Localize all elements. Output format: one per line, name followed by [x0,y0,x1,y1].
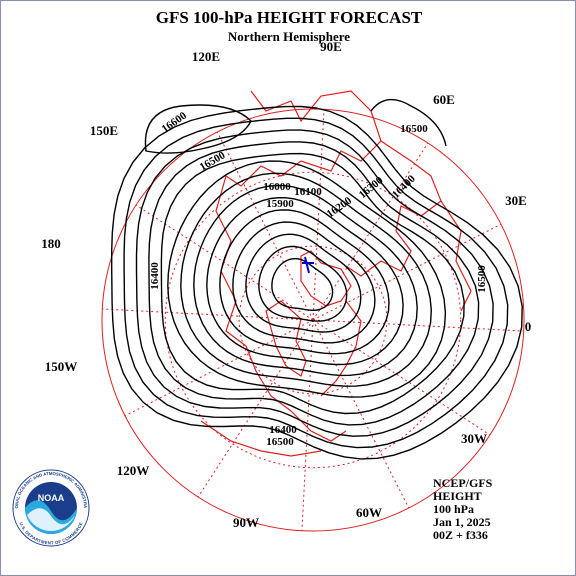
contour [160,152,465,415]
contour-label: 15900 [266,198,294,210]
contour [135,129,494,437]
contour [232,221,376,344]
contour-16500-east [370,98,447,147]
subtitle: Northern Hemisphere [228,29,350,44]
lon-label: 0 [525,319,532,334]
logo-name: NOAA [38,493,65,503]
contour [206,196,404,366]
info-line: Jan 1, 2025 [433,515,491,529]
contour-label: 16400 [269,424,297,436]
meridian [102,308,314,321]
info-line: HEIGHT [433,489,482,503]
title: GFS 100-hPa HEIGHT FORECAST [156,8,423,27]
lon-label: 150E [90,123,118,138]
height-contours [111,105,523,460]
meridian [312,109,325,321]
logo-gull [27,508,75,532]
contour-label: 16500 [476,265,488,293]
contour [245,233,362,333]
contour [193,184,418,377]
lon-label: 90W [233,515,259,530]
contour-label: 16000 [263,181,291,193]
meridian [301,319,314,531]
contour-label: 16600 [160,109,190,135]
lon-label: 150W [45,359,78,374]
contour [123,117,509,449]
contour-label: 16400 [149,262,161,290]
lon-label: 90E [320,39,342,54]
meridian [216,131,314,321]
info-line: 100 hPa [433,502,474,516]
meridian [312,319,410,509]
lon-label: 180 [41,236,61,251]
contour [180,172,433,387]
noaa-logo: NOAA NATIONAL OCEANIC AND ATMOSPHERIC AD… [1,1,90,547]
logo-ring-top: NATIONAL OCEANIC AND ATMOSPHERIC ADMINIS… [1,1,88,509]
contour [219,209,390,355]
lon-label: 60W [356,505,382,520]
contour [258,245,348,322]
logo-ring-text: NATIONAL OCEANIC AND ATMOSPHERIC ADMINIS… [1,1,88,509]
meridian [312,319,491,436]
contour [271,258,334,311]
contour-label: 16100 [294,186,322,198]
map-boundary [101,108,525,532]
lon-label: 30E [505,193,527,208]
info-line: 00Z + f336 [433,528,488,542]
contour [111,105,523,460]
pole-marker [302,256,314,274]
contour-label: 16500 [400,123,428,135]
contour [167,160,447,398]
meridian [197,319,314,498]
meridian [124,319,314,417]
lon-label: 60E [433,92,455,107]
contour [148,141,480,426]
meridians [102,109,524,531]
lon-label: 120W [117,463,150,478]
parallel [164,171,462,469]
contour-16600 [144,104,252,154]
contour-label: 16400 [390,173,418,201]
lon-label: 120E [192,49,220,64]
meridian [312,319,524,332]
lon-label: 30W [461,431,487,446]
contour-label: 16500 [266,436,294,448]
info-line: NCEP/GFS [433,476,493,490]
